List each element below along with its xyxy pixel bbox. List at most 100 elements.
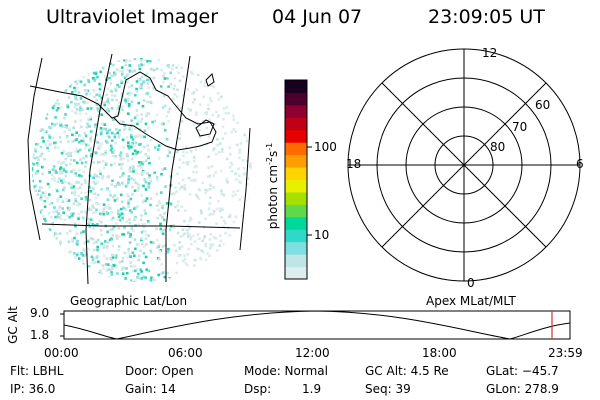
emission-pixel <box>98 58 101 62</box>
emission-pixel <box>149 101 153 105</box>
emission-pixel <box>227 69 231 73</box>
emission-pixel <box>238 180 241 183</box>
emission-pixel <box>43 108 47 112</box>
emission-pixel <box>234 285 237 288</box>
emission-pixel <box>40 232 43 236</box>
emission-pixel <box>44 252 47 256</box>
emission-pixel <box>77 212 81 216</box>
emission-pixel <box>229 244 233 248</box>
emission-pixel <box>126 68 129 71</box>
emission-pixel <box>111 244 115 248</box>
emission-pixel <box>248 275 252 279</box>
emission-pixel <box>40 274 44 277</box>
emission-pixel <box>116 183 119 186</box>
emission-pixel <box>112 151 116 154</box>
emission-pixel <box>206 175 210 178</box>
emission-pixel <box>149 249 152 253</box>
emission-pixel <box>228 213 232 216</box>
emission-pixel <box>111 267 114 270</box>
emission-pixel <box>162 218 166 222</box>
emission-pixel <box>76 239 79 243</box>
emission-pixel <box>188 233 191 237</box>
emission-pixel <box>92 248 96 252</box>
emission-pixel <box>167 120 170 123</box>
emission-pixel <box>111 98 114 102</box>
emission-pixel <box>32 207 33 210</box>
emission-pixel <box>109 256 112 260</box>
emission-pixel <box>212 147 216 150</box>
emission-pixel <box>222 219 226 222</box>
emission-pixel <box>204 244 208 248</box>
emission-pixel <box>88 125 91 128</box>
emission-pixel <box>129 233 132 236</box>
gain-info: Gain: 14 <box>125 382 176 396</box>
emission-pixel <box>193 258 197 262</box>
emission-pixel <box>128 241 132 244</box>
emission-pixel <box>235 178 238 181</box>
emission-pixel <box>32 257 33 260</box>
emission-pixel <box>54 70 58 73</box>
emission-pixel <box>127 250 130 254</box>
emission-pixel <box>51 240 54 244</box>
emission-pixel <box>65 260 69 264</box>
emission-pixel <box>101 264 105 267</box>
emission-pixel <box>142 225 146 229</box>
emission-pixel <box>198 188 202 192</box>
emission-pixel <box>81 62 85 65</box>
units-exp-s: -1 <box>265 142 274 151</box>
emission-pixel <box>168 151 172 154</box>
emission-pixel <box>45 70 49 73</box>
emission-pixel <box>46 182 50 186</box>
emission-pixel <box>160 230 164 233</box>
emission-pixel <box>51 222 54 225</box>
emission-pixel <box>210 260 214 263</box>
emission-pixel <box>209 99 213 103</box>
emission-pixel <box>157 144 161 147</box>
emission-pixel <box>248 215 251 218</box>
emission-pixel <box>150 67 153 71</box>
emission-pixel <box>136 183 140 186</box>
emission-pixel <box>219 234 222 237</box>
emission-pixel <box>39 129 43 133</box>
emission-pixel <box>109 78 112 82</box>
time-tick-0000: 00:00 <box>44 346 79 360</box>
emission-pixel <box>113 133 117 136</box>
emission-pixel <box>157 157 161 160</box>
emission-pixel <box>175 281 178 282</box>
emission-pixel <box>59 106 63 109</box>
emission-pixel <box>38 79 41 83</box>
emission-pixel <box>78 274 82 278</box>
emission-pixel <box>64 268 67 272</box>
emission-pixel <box>118 85 121 89</box>
emission-pixel <box>48 134 51 137</box>
emission-pixel <box>142 80 146 83</box>
emission-pixel <box>123 266 126 270</box>
emission-pixel <box>250 250 252 253</box>
emission-pixel <box>187 107 190 111</box>
emission-pixel <box>76 201 80 205</box>
emission-pixel <box>220 216 223 219</box>
units-photon: photon cm <box>266 164 280 230</box>
emission-pixel <box>234 172 238 176</box>
emission-pixel <box>149 197 153 200</box>
emission-pixel <box>102 127 106 131</box>
emission-pixel <box>121 138 125 142</box>
emission-pixel <box>131 152 135 156</box>
emission-pixel <box>56 197 59 201</box>
emission-pixel <box>81 259 84 262</box>
emission-pixel <box>207 207 211 210</box>
emission-pixel <box>55 77 58 81</box>
emission-pixel <box>228 234 232 237</box>
emission-pixel <box>129 197 133 201</box>
emission-pixel <box>106 230 109 234</box>
emission-pixel <box>75 243 79 246</box>
emission-pixel <box>69 154 72 157</box>
emission-pixel <box>66 77 70 81</box>
emission-pixel <box>236 143 239 147</box>
emission-pixel <box>32 230 33 234</box>
emission-pixel <box>105 257 109 260</box>
emission-pixel <box>48 228 52 231</box>
emission-pixel <box>111 196 115 199</box>
emission-pixel <box>84 89 87 92</box>
emission-pixel <box>106 263 110 266</box>
